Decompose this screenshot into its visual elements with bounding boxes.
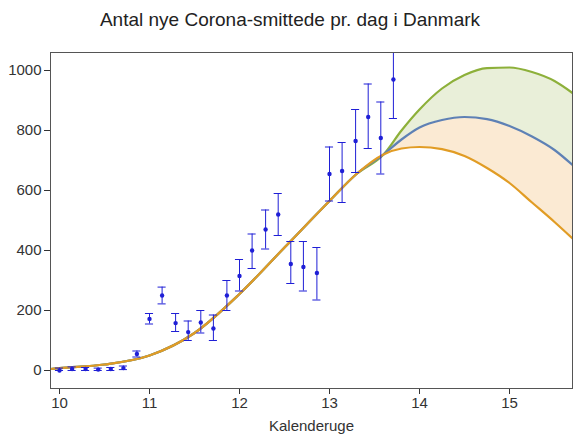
html-text:Antal nye Corona-smittede pr.: Antal nye Corona-smittede pr. dag i Danm… — [99, 9, 481, 30]
svg-text:800: 800 — [16, 121, 41, 138]
svg-text:600: 600 — [16, 181, 41, 198]
svg-text:11: 11 — [142, 394, 158, 411]
svg-text:12: 12 — [231, 394, 248, 411]
svg-text:10: 10 — [51, 394, 68, 411]
svg-text:400: 400 — [16, 241, 41, 258]
svg-text:200: 200 — [16, 301, 41, 318]
svg-text:0: 0 — [33, 361, 41, 378]
svg-text:14: 14 — [411, 394, 428, 411]
svg-text:Kalenderuge: Kalenderuge — [269, 417, 354, 434]
svg-text:13: 13 — [321, 394, 338, 411]
svg-text:1000: 1000 — [8, 61, 41, 78]
svg-text:15: 15 — [501, 394, 518, 411]
